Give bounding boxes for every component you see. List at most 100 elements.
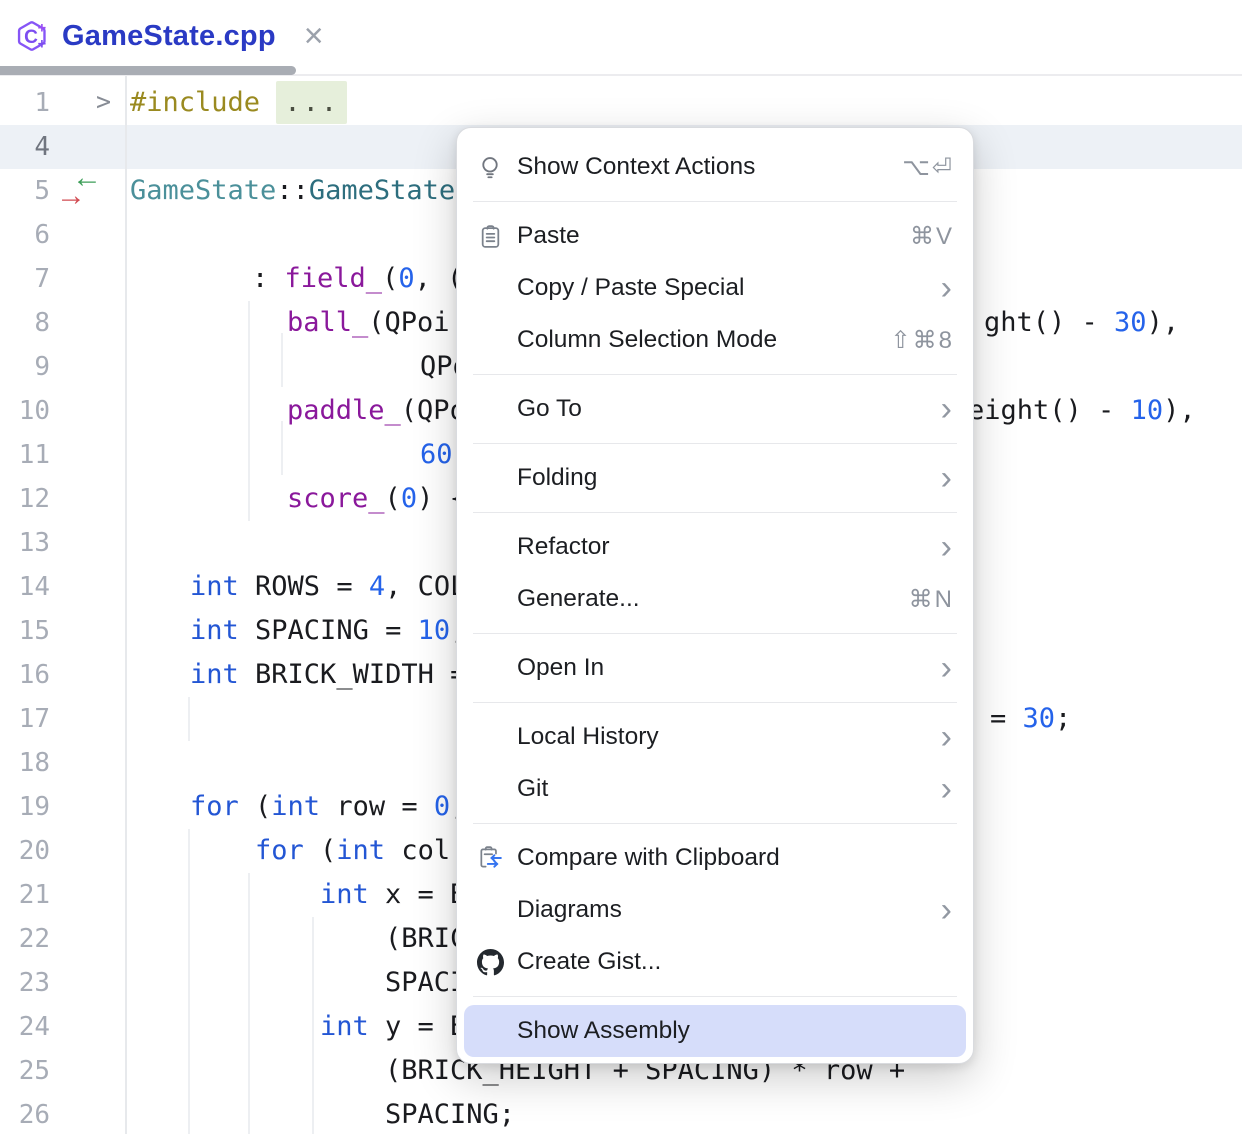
line-number[interactable]: 11 xyxy=(18,440,50,470)
line-number[interactable]: 15 xyxy=(18,616,50,646)
line-number[interactable]: 20 xyxy=(18,836,50,866)
indent-guide xyxy=(281,333,283,387)
menu-item-go-to[interactable]: Go To › xyxy=(464,383,966,435)
menu-item-diagrams[interactable]: Diagrams › xyxy=(464,884,966,936)
code-segment: (QPoi xyxy=(368,307,450,338)
line-number[interactable]: 22 xyxy=(18,924,50,954)
code-segment: GameState xyxy=(130,175,277,206)
menu-item-local-history[interactable]: Local History › xyxy=(464,711,966,763)
code-segment: ght() - xyxy=(984,307,1115,338)
code-line: 22 (BRIC xyxy=(0,917,1242,961)
indent-guide xyxy=(248,873,250,1134)
lightbulb-icon xyxy=(475,153,505,181)
menu-item-label: Open In xyxy=(517,654,605,681)
menu-item-copy-paste-special[interactable]: Copy / Paste Special › xyxy=(464,262,966,314)
line-number[interactable]: 10 xyxy=(18,396,50,426)
menu-item-column-selection-mode[interactable]: Column Selection Mode ⇧⌘8 xyxy=(464,314,966,366)
line-number[interactable]: 8 xyxy=(34,308,50,338)
line-number[interactable]: 26 xyxy=(18,1100,50,1130)
editor-tab[interactable]: C + + GameState.cpp × xyxy=(14,8,324,64)
icon-spacer xyxy=(475,274,505,302)
menu-item-git[interactable]: Git › xyxy=(464,763,966,815)
line-number[interactable]: 13 xyxy=(18,528,50,558)
menu-item-generate[interactable]: Generate... ⌘N xyxy=(464,573,966,625)
menu-item-right: › xyxy=(941,271,954,305)
shortcut-label: ⌥⏎ xyxy=(902,153,954,181)
line-number[interactable]: 7 xyxy=(34,264,50,294)
code-segment: 30 xyxy=(1022,703,1056,734)
recursive-call-up-icon[interactable]: ← xyxy=(72,161,102,194)
code-segment: row = xyxy=(320,791,434,822)
menu-item-show-context-actions[interactable]: Show Context Actions ⌥⏎ xyxy=(464,141,966,193)
fold-expand-icon[interactable]: > xyxy=(96,87,112,116)
line-number[interactable]: 5 xyxy=(34,176,50,206)
line-number[interactable]: 25 xyxy=(18,1056,50,1086)
code-line: 17 = 30; xyxy=(0,697,1242,741)
code-segment: 0 xyxy=(400,483,418,514)
menu-item-right: › xyxy=(941,530,954,564)
menu-item-compare-with-clipboard[interactable]: Compare with Clipboard xyxy=(464,832,966,884)
code-text: for (int row = 0; xyxy=(190,785,466,829)
menu-item-open-in[interactable]: Open In › xyxy=(464,642,966,694)
menu-item-right: › xyxy=(941,651,954,685)
menu-item-label: Compare with Clipboard xyxy=(517,844,780,871)
line-number[interactable]: 23 xyxy=(18,968,50,998)
menu-item-show-assembly[interactable]: Show Assembly xyxy=(464,1005,966,1057)
line-number[interactable]: 18 xyxy=(18,748,50,778)
line-number[interactable]: 17 xyxy=(18,704,50,734)
line-number[interactable]: 6 xyxy=(34,220,50,250)
line-number[interactable]: 14 xyxy=(18,572,50,602)
code-segment: ( xyxy=(384,483,401,514)
code-text: #include ... xyxy=(130,81,348,125)
tabs-scrollbar-thumb[interactable] xyxy=(0,66,296,75)
indent-guide xyxy=(188,697,190,741)
line-number[interactable]: 9 xyxy=(34,352,50,382)
menu-item-right: › xyxy=(941,893,954,927)
tab-bar: C + + GameState.cpp × xyxy=(0,0,1242,76)
line-number[interactable]: 16 xyxy=(18,660,50,690)
icon-spacer xyxy=(475,464,505,492)
code-segment: y = B xyxy=(368,1011,467,1042)
code-segment: 10 xyxy=(1130,395,1164,426)
menu-item-label: Local History xyxy=(517,723,659,750)
menu-item-refactor[interactable]: Refactor › xyxy=(464,521,966,573)
menu-item-label: Show Assembly xyxy=(517,1017,690,1044)
submenu-chevron-icon: › xyxy=(940,459,952,497)
code-segment: int xyxy=(190,571,239,602)
menu-item-create-gist[interactable]: Create Gist... xyxy=(464,936,966,988)
menu-item-label: Create Gist... xyxy=(517,948,662,975)
code-line: 6 xyxy=(0,213,1242,257)
code-segment: eight() - xyxy=(968,395,1131,426)
menu-separator xyxy=(473,201,957,202)
line-number[interactable]: 12 xyxy=(18,484,50,514)
code-segment: for xyxy=(255,835,304,866)
line-number[interactable]: 4 xyxy=(34,132,50,162)
svg-text:+: + xyxy=(38,21,47,37)
menu-item-right: › xyxy=(941,392,954,426)
code-segment: SPACING; xyxy=(385,1099,516,1130)
menu-item-folding[interactable]: Folding › xyxy=(464,452,966,504)
menu-item-label: Diagrams xyxy=(517,896,622,923)
menu-separator xyxy=(473,996,957,997)
code-text: = 30; xyxy=(990,697,1071,741)
code-segment: int xyxy=(271,791,321,822)
line-number[interactable]: 1 xyxy=(34,88,50,118)
code-text: score_(0) { xyxy=(287,477,466,521)
code-segment: col xyxy=(385,835,451,866)
recursive-call-down-icon[interactable]: → xyxy=(56,179,86,212)
menu-item-label: Copy / Paste Special xyxy=(517,274,745,301)
icon-spacer xyxy=(475,533,505,561)
close-icon[interactable]: × xyxy=(303,17,324,55)
menu-item-label: Refactor xyxy=(517,533,610,560)
code-text: int x = B xyxy=(320,873,466,917)
menu-item-paste[interactable]: Paste ⌘V xyxy=(464,210,966,262)
code-line: 26 SPACING; xyxy=(0,1093,1242,1134)
code-text: ght() - 30), xyxy=(984,301,1179,345)
line-number[interactable]: 24 xyxy=(18,1012,50,1042)
shortcut-label: ⌘N xyxy=(908,585,954,613)
line-number[interactable]: 19 xyxy=(18,792,50,822)
code-segment: SPACING = xyxy=(238,615,418,646)
code-text: (BRIC xyxy=(385,917,466,961)
code-segment: #include xyxy=(130,87,261,118)
line-number[interactable]: 21 xyxy=(18,880,50,910)
